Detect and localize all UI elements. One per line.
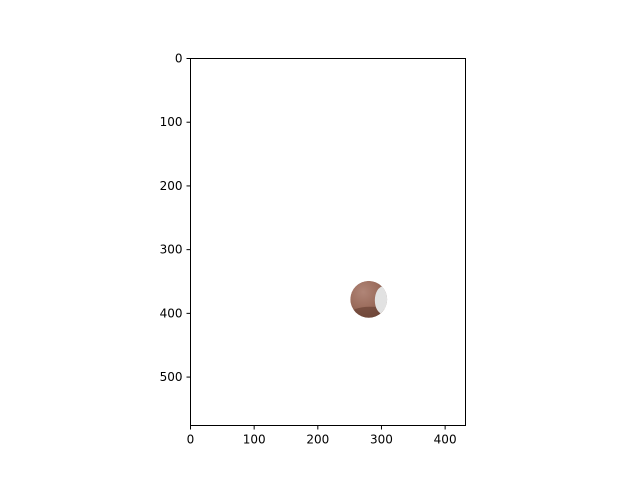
y-tick-label: 100 bbox=[160, 115, 183, 129]
y-tick-label: 0 bbox=[175, 52, 183, 66]
y-tick-label: 500 bbox=[160, 370, 183, 384]
x-tick-label: 300 bbox=[370, 433, 393, 447]
x-tick-label: 400 bbox=[434, 433, 457, 447]
plot-area bbox=[191, 59, 466, 426]
x-tick-label: 100 bbox=[243, 433, 266, 447]
x-tick-label: 200 bbox=[306, 433, 329, 447]
y-tick-label: 300 bbox=[160, 243, 183, 257]
y-tick-label: 200 bbox=[160, 179, 183, 193]
y-tick-label: 400 bbox=[160, 306, 183, 320]
x-tick-label: 0 bbox=[187, 433, 195, 447]
axes-background bbox=[191, 59, 466, 426]
